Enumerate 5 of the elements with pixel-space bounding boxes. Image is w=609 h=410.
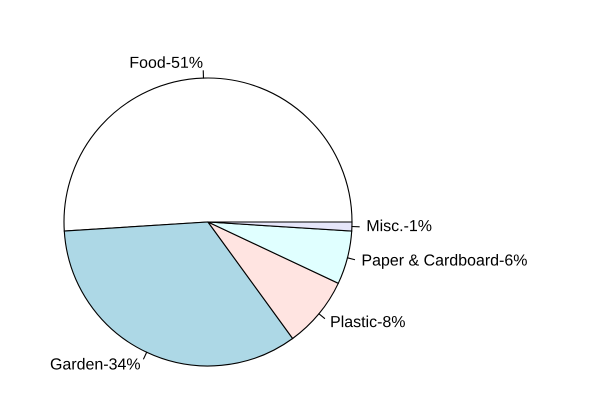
- slice-label: Paper & Cardboard-6%: [362, 254, 527, 269]
- slice-label: Garden-34%: [50, 358, 140, 370]
- slice-label: Plastic-8%: [331, 316, 405, 328]
- slice-label: Misc.-1%: [368, 220, 432, 232]
- slice-label: Food-51%: [130, 56, 202, 68]
